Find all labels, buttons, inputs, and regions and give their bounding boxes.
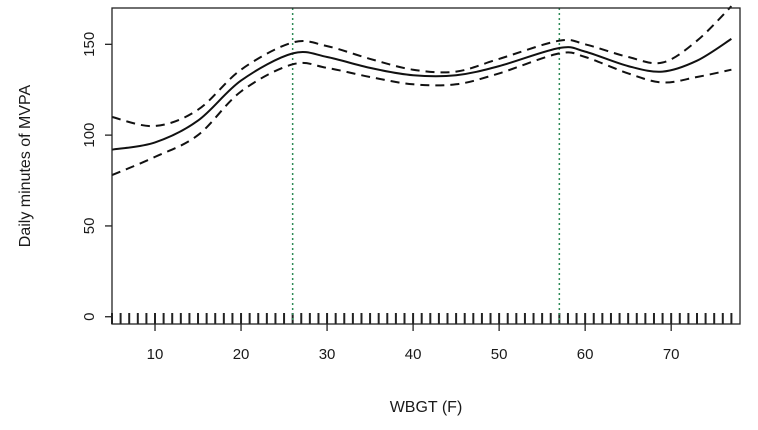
plot-frame xyxy=(111,7,741,325)
y-tick-label: 150 xyxy=(81,32,98,57)
y-tick-label: 0 xyxy=(81,313,98,321)
x-tick-label: 10 xyxy=(147,346,164,363)
x-tick-label: 70 xyxy=(663,346,680,363)
y-tick-label: 50 xyxy=(81,218,98,235)
plot-area: 10 20 30 40 50 60 70 0 50 100 150 xyxy=(81,5,741,363)
x-tick-label: 20 xyxy=(233,346,250,363)
y-axis-label: Daily minutes of MVPA xyxy=(17,84,34,247)
series-line-lower-ci xyxy=(111,51,732,177)
x-tick-label: 30 xyxy=(319,346,336,363)
x-axis-label: WBGT (F) xyxy=(390,399,463,416)
x-tick-label: 50 xyxy=(491,346,508,363)
y-tick-label: 100 xyxy=(81,123,98,148)
series-line-upper-ci xyxy=(111,5,733,128)
x-tick-label: 60 xyxy=(577,346,594,363)
x-tick-label: 40 xyxy=(405,346,422,363)
series-line-estimate xyxy=(111,38,732,151)
